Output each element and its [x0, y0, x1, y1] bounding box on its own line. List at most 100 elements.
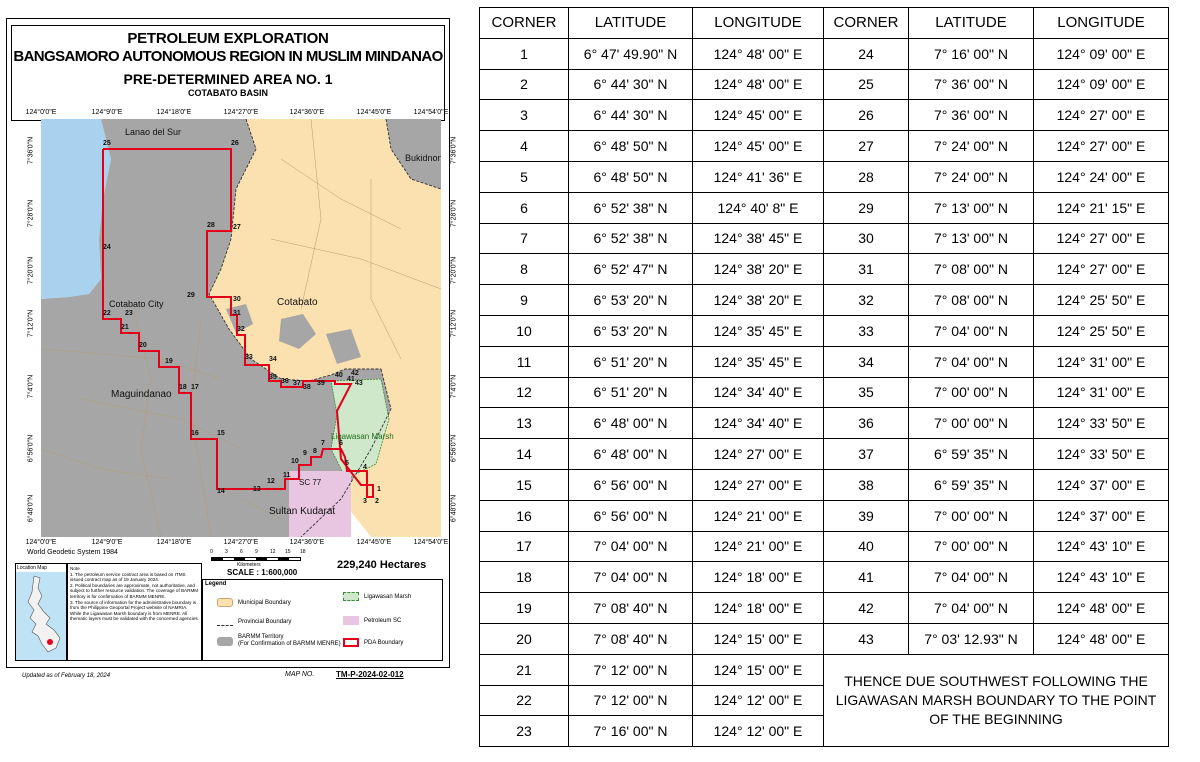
cell-longitude: 124° 48' 00" E	[692, 68, 824, 101]
cell-longitude: 124° 43' 10" E	[1033, 561, 1169, 594]
longitude-label: 124°18'0"E	[156, 109, 192, 116]
cell-latitude: 7° 13' 00" N	[908, 222, 1034, 255]
cell-latitude: 7° 08' 40" N	[568, 622, 693, 655]
cell-longitude: 124° 34' 40" E	[692, 376, 824, 409]
scale-unit: Kilometers	[237, 562, 261, 568]
header-longitude-left: LONGITUDE	[692, 7, 824, 39]
cell-longitude: 124° 15' 00" E	[692, 653, 824, 686]
place-label-maguindanao: Maguindanao	[111, 389, 172, 400]
note-2: 2. Political boundaries are approximate,…	[70, 582, 199, 599]
cell-longitude: 124° 18' 00" E	[692, 561, 824, 594]
cell-latitude: 7° 12' 00" N	[568, 684, 693, 717]
table-row: 22 7° 12' 00" N 124° 12' 00" E	[479, 684, 1169, 717]
map-sheet: PETROLEUM EXPLORATION BANGSAMORO AUTONOM…	[6, 18, 458, 668]
cell-corner: 8	[479, 253, 569, 286]
petroleum-sc-77	[289, 471, 351, 537]
legend-ligawasan-label: Ligawasan Marsh	[364, 593, 412, 600]
cell-latitude: 7° 08' 00" N	[908, 284, 1034, 316]
closing-note: THENCE DUE SOUTHWEST FOLLOWING THE LIGAW…	[823, 653, 1169, 748]
cell-longitude: 124° 27' 00" E	[692, 468, 824, 501]
barmm-swatch	[217, 637, 233, 646]
cell-latitude: 6° 48' 50" N	[568, 160, 693, 193]
map-title-line3: PRE-DETERMINED AREA NO. 1	[123, 71, 333, 87]
corner-label: 31	[233, 310, 241, 317]
cell-corner: 39	[823, 499, 909, 532]
header-corner-left: CORNER	[479, 7, 569, 39]
location-map-inset: Location Map	[15, 563, 67, 661]
scale-tick: 18	[300, 549, 306, 555]
cell-latitude: 7° 36' 00" N	[908, 99, 1034, 132]
scale-bar-block: 0 3 6 9 12 15 18 Kilometers SCALE : 1:600,000	[197, 549, 327, 583]
barmm-territory-ne	[386, 119, 441, 189]
table-header-row: CORNER LATITUDE LONGITUDE CORNER LATITUD…	[479, 7, 1169, 39]
table-row: 23 7° 16' 00" N 124° 12' 00" E	[479, 715, 1169, 748]
cell-longitude: 124° 33' 50" E	[1033, 407, 1169, 440]
cell-corner: 35	[823, 376, 909, 409]
scale-tick: 6	[240, 549, 243, 555]
legend-provincial: Provincial Boundary	[217, 617, 291, 626]
latitude-label: 6°48'0"N	[450, 494, 458, 523]
corner-label: 41	[347, 376, 355, 383]
cell-longitude: 124° 45' 00" E	[692, 99, 824, 132]
latitude-label: 7°4'0"N	[450, 374, 458, 399]
cell-latitude: 6° 56' 00" N	[568, 499, 693, 532]
latitude-label: 7°12'0"N	[27, 309, 35, 338]
legend-municipal: Municipal Boundary	[217, 598, 291, 607]
corner-label: 26	[231, 140, 239, 147]
cell-corner: 33	[823, 314, 909, 347]
header-latitude-left: LATITUDE	[568, 7, 693, 39]
table-row: 12 6° 51' 20" N 124° 34' 40" E 35 7° 00' 00"…	[479, 376, 1169, 409]
table-row: 17 7° 04' 00" N 124° 21' 00" E 40 7° 00' 00"…	[479, 530, 1169, 563]
place-label-sultan-kudarat: Sultan Kudarat	[269, 506, 335, 517]
cell-corner: 37	[823, 438, 909, 470]
cell-corner: 38	[823, 468, 909, 501]
cell-latitude: 6° 53' 20" N	[568, 284, 693, 316]
cell-corner: 10	[479, 314, 569, 347]
latitude-label: 7°20'0"N	[450, 256, 458, 285]
barmm-patch	[226, 304, 253, 333]
cell-longitude: 124° 48' 00" E	[1033, 592, 1169, 624]
cell-corner: 17	[479, 530, 569, 563]
cell-latitude: 7° 08' 40" N	[568, 592, 693, 624]
corner-label: 23	[125, 310, 133, 317]
cell-corner: 11	[479, 345, 569, 378]
cell-corner: 28	[823, 160, 909, 193]
cell-corner: 7	[479, 222, 569, 255]
cell-latitude: 7° 36' 00" N	[908, 68, 1034, 101]
pda-swatch	[343, 638, 359, 647]
cell-corner: 23	[479, 715, 569, 748]
corner-label: 42	[351, 370, 359, 377]
cell-corner: 12	[479, 376, 569, 409]
map-frame[interactable]: 1 2 3 4 5 6 7 8 9 10 11 12 13 14 15 16 17 18 19 20 21 22 23 24 2…	[26, 109, 458, 546]
map-title-line1: PETROLEUM EXPLORATION	[127, 30, 329, 47]
place-label-ligawasan-marsh: Ligawasan Marsh	[331, 432, 394, 441]
cell-latitude: 7° 00' 00" N	[908, 407, 1034, 440]
municipal-boundaries	[41, 119, 441, 537]
cell-corner: 41	[823, 561, 909, 594]
cell-corner: 13	[479, 407, 569, 440]
corner-label: 27	[233, 224, 241, 231]
barmm-patch	[326, 329, 361, 364]
header-latitude-right: LATITUDE	[908, 7, 1034, 39]
cell-longitude: 124° 38' 45" E	[692, 222, 824, 255]
longitude-label: 124°45'0"E	[356, 109, 392, 116]
cell-latitude: 6° 51' 20" N	[568, 376, 693, 409]
scale-tick: 12	[270, 549, 276, 555]
cell-longitude: 124° 09' 00" E	[1033, 68, 1169, 101]
legend-pda: PDA Boundary	[343, 638, 403, 647]
longitude-label: 124°27'0"E	[223, 109, 259, 116]
table-row: 20 7° 08' 40" N 124° 15' 00" E 43 7° 03' 12.…	[479, 622, 1169, 655]
cell-longitude: 124° 38' 20" E	[692, 284, 824, 316]
legend-title: Legend	[205, 581, 227, 587]
corner-label: 5	[345, 460, 349, 467]
table-row: 13 6° 48' 00" N 124° 34' 40" E 36 7° 00' 00"…	[479, 407, 1169, 440]
table-row: 14 6° 48' 00" N 124° 27' 00" E 37 6° 59' 35"…	[479, 438, 1169, 470]
cell-latitude: 6° 59' 35" N	[908, 468, 1034, 501]
cell-latitude: 6° 52' 38" N	[568, 222, 693, 255]
corner-label: 30	[233, 296, 241, 303]
table-row: 18 7° 04' 00" N 124° 18' 00" E 41 7° 04' 00"…	[479, 561, 1169, 594]
cell-latitude: 7° 12' 00" N	[568, 653, 693, 686]
corner-label: 19	[165, 358, 173, 365]
